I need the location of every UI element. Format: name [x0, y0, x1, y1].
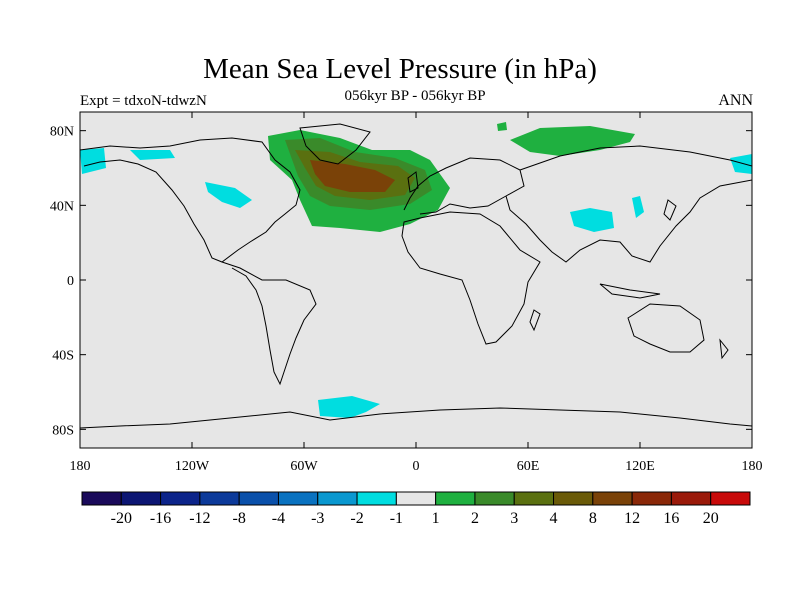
x-tick-label: 0 [413, 459, 420, 474]
colorbar-label: -12 [189, 510, 210, 527]
anomaly-neg-southern-ocean [318, 396, 380, 418]
colorbar-swatch [120, 491, 162, 506]
coast-south-america [221, 261, 317, 386]
x-tick-label: 180 [70, 459, 91, 474]
y-tick-label: 80N [50, 125, 74, 140]
coast-greenland [299, 123, 371, 165]
y-tick-label: 0 [67, 274, 74, 289]
coast-new-zealand [719, 338, 729, 360]
colorbar-swatch [553, 491, 594, 506]
colorbar-label: -8 [233, 510, 246, 527]
colorbar-swatch [395, 491, 437, 506]
colorbar-swatch [238, 491, 279, 506]
coast-australia [627, 303, 705, 353]
colorbar-swatch [81, 491, 122, 506]
season-label: ANN [718, 92, 753, 109]
colorbar-label: 16 [663, 510, 679, 527]
pressure-anomaly-fields [80, 122, 752, 418]
colorbar-swatch [435, 491, 476, 506]
colorbar-swatch [513, 491, 555, 506]
x-axis-ticks: 180 120W 60W 0 60E 120E 180 [70, 112, 763, 474]
anomaly-neg-pacific [205, 182, 252, 208]
colorbar-swatch [592, 491, 633, 506]
anomaly-neg-alaska [80, 148, 106, 174]
colorbar-label: 2 [471, 510, 479, 527]
anomaly-neg-canada [130, 150, 175, 160]
colorbar-swatch [317, 491, 358, 506]
coast-indonesia [599, 283, 661, 299]
colorbar-swatch [670, 491, 712, 506]
anomaly-neg-china [632, 196, 644, 218]
colorbar-label: -2 [350, 510, 363, 527]
colorbar-swatch [631, 491, 672, 506]
anomaly-neg-pacific-east [730, 154, 752, 174]
colorbar-label: 1 [432, 510, 440, 527]
colorbar-swatch [277, 491, 319, 506]
anomaly-neg-asia [570, 208, 614, 232]
plot-title: Mean Sea Level Pressure (in hPa) [203, 53, 597, 85]
colorbar-label: -4 [272, 510, 285, 527]
y-tick-label: 80S [52, 423, 74, 438]
colorbar-label: 3 [510, 510, 518, 527]
colorbar-swatch [199, 491, 240, 506]
colorbar-label: -3 [311, 510, 324, 527]
colorbar-label: 12 [624, 510, 640, 527]
anomaly-siberia [510, 126, 635, 156]
colorbar-swatch [356, 491, 397, 506]
x-tick-label: 60W [290, 459, 318, 474]
colorbar-label: 4 [550, 510, 558, 527]
colorbar-swatch [160, 491, 201, 506]
colorbar-label: -20 [111, 510, 132, 527]
coast-japan [663, 199, 677, 221]
coast-north-america [80, 137, 301, 263]
coast-madagascar [529, 309, 541, 332]
colorbar-swatch [474, 491, 515, 506]
y-axis-ticks: 80N 40N 0 40S 80S [50, 125, 752, 438]
coast-africa [401, 211, 541, 345]
coast-uk [407, 171, 419, 193]
coastlines [80, 123, 752, 429]
x-tick-label: 120E [625, 459, 655, 474]
coast-antarctica [80, 407, 752, 429]
coast-asia [505, 145, 752, 263]
x-tick-label: 120W [175, 459, 210, 474]
colorbar-label: 20 [703, 510, 719, 527]
colorbar: -20 -16 -12 -8 -4 -3 -2 -1 1 2 3 4 8 12 16 20 [81, 491, 751, 527]
colorbar-label: 8 [589, 510, 597, 527]
colorbar-label: -1 [390, 510, 403, 527]
x-tick-label: 180 [742, 459, 763, 474]
y-tick-label: 40N [50, 199, 74, 214]
period-label: 056kyr BP - 056kyr BP [344, 88, 486, 104]
colorbar-label: -16 [150, 510, 171, 527]
x-tick-label: 60E [517, 459, 540, 474]
experiment-label: Expt = tdxoN-tdwzN [80, 93, 207, 109]
colorbar-swatch [710, 491, 751, 506]
y-tick-label: 40S [52, 349, 74, 364]
anomaly-north-atlantic-8 [310, 160, 395, 192]
anomaly-scandinavia-small [497, 122, 507, 131]
